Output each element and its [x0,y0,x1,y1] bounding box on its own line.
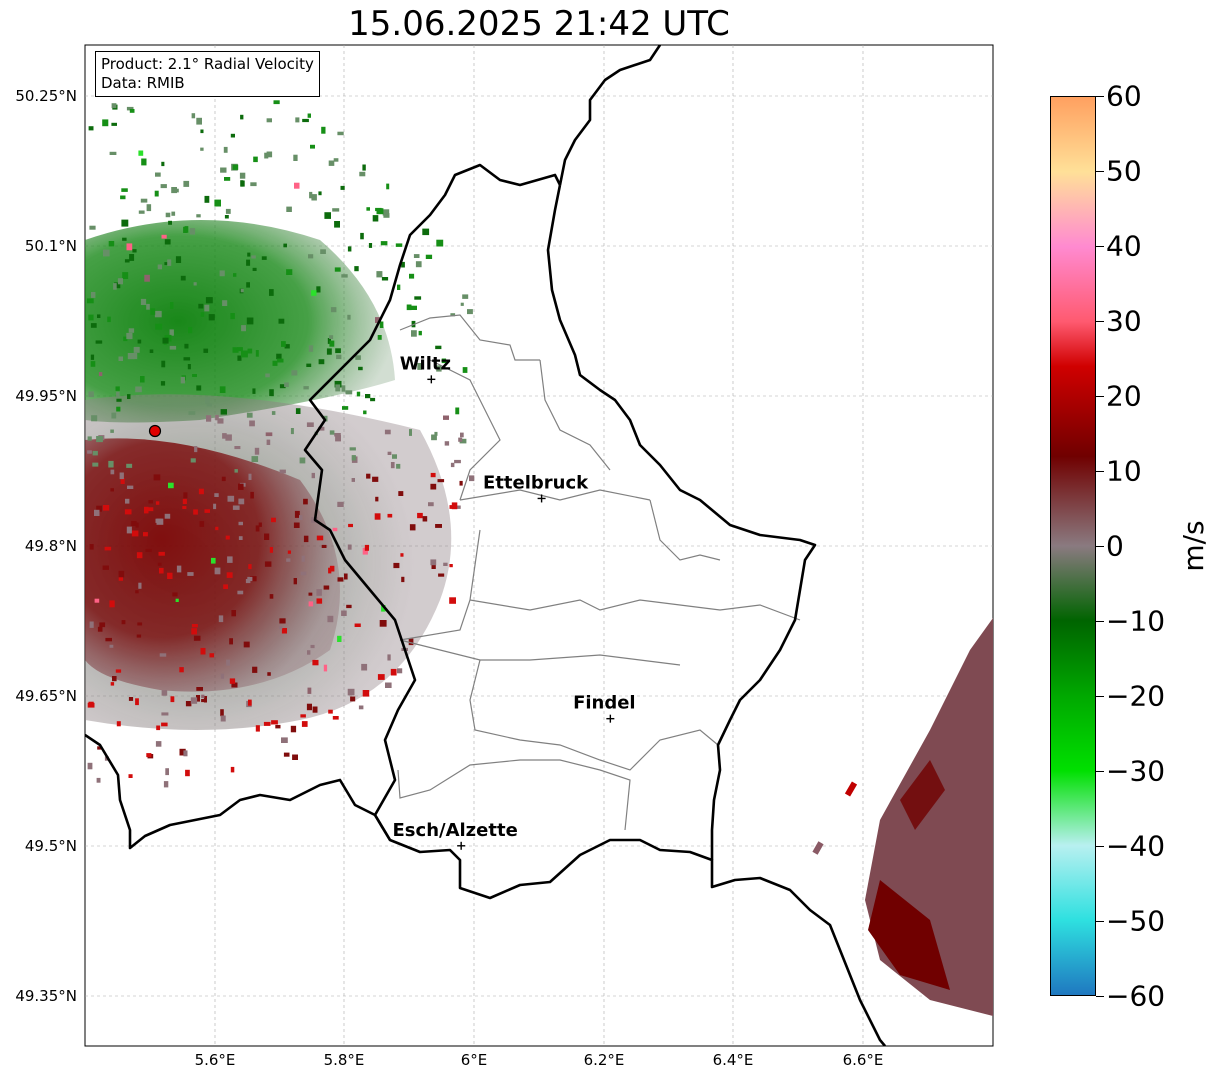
colorbar-tick-label: 10 [1106,454,1142,488]
colorbar-tick [1096,321,1104,322]
colorbar-tick [1096,921,1104,922]
radar-echoes-east [812,618,993,1016]
lat-label-49.8: 49.8°N [24,537,77,555]
colorbar-tick [1096,246,1104,247]
radar-speckles [86,100,475,788]
colorbar-tick-label: 40 [1106,229,1142,263]
colorbar-tick [1096,621,1104,622]
city-wiltz: Wiltz [400,353,451,384]
lon-label-5.6: 5.6°E [194,1051,236,1069]
colorbar-tick-label: 0 [1106,529,1124,563]
lat-label-49.5: 49.5°N [24,837,77,855]
colorbar-tick-label: −30 [1106,754,1166,788]
lat-label-49.65: 49.65°N [15,687,77,705]
colorbar-tick [1096,696,1104,697]
city-findel: Findel [573,693,636,723]
colorbar-tick-label: 30 [1106,304,1142,338]
colorbar-tick-label: 60 [1106,79,1142,113]
velocity-colorbar [1050,96,1096,996]
product-label: Product: 2.1° Radial Velocity [101,55,314,73]
city-label-esch-alzette: Esch/Alzette [393,820,518,841]
colorbar-tick-label: −40 [1106,829,1166,863]
product-info-box: Product: 2.1° Radial Velocity Data: RMIB [95,51,320,97]
lat-label-49.95: 49.95°N [15,387,77,405]
city-esch-alzette: Esch/Alzette [393,820,518,850]
colorbar-tick [1096,171,1104,172]
colorbar-tick-label: 20 [1106,379,1142,413]
lon-label-6.2: 6.2°E [583,1051,625,1069]
colorbar-tick [1096,996,1104,997]
colorbar-tick [1096,471,1104,472]
colorbar-tick [1096,396,1104,397]
national-borders [85,45,886,1046]
city-ettelbruck: Ettelbruck [483,472,589,503]
lon-label-6.0: 6°E [460,1051,488,1069]
lat-label-50.25: 50.25°N [15,87,77,105]
city-markers: Wiltz Ettelbruck Findel Esch/Alzette [393,353,636,850]
colorbar-tick [1096,771,1104,772]
city-label-wiltz: Wiltz [400,353,451,374]
lon-label-5.8: 5.8°E [323,1051,365,1069]
colorbar-tick-label: −20 [1106,679,1166,713]
radar-echoes-west [85,100,475,788]
canton-boundaries [397,314,801,831]
colorbar-tick-label: −10 [1106,604,1166,638]
colorbar-unit-label: m/s [1177,520,1207,572]
lon-label-6.6: 6.6°E [842,1051,884,1069]
city-label-findel: Findel [573,693,636,714]
colorbar-tick-label: 50 [1106,154,1142,188]
colorbar-tick [1096,546,1104,547]
colorbar-tick [1096,96,1104,97]
data-source-label: Data: RMIB [101,74,185,92]
lon-label-6.4: 6.4°E [712,1051,754,1069]
colorbar-tick-label: −60 [1106,979,1166,1013]
map-title: 15.06.2025 21:42 UTC [348,4,730,44]
colorbar-tick-label: −50 [1106,904,1166,938]
lat-label-50.1: 50.1°N [24,237,77,255]
colorbar-tick [1096,846,1104,847]
city-label-ettelbruck: Ettelbruck [483,472,589,493]
radar-site-marker [148,424,162,438]
lat-label-49.35: 49.35°N [15,987,77,1005]
